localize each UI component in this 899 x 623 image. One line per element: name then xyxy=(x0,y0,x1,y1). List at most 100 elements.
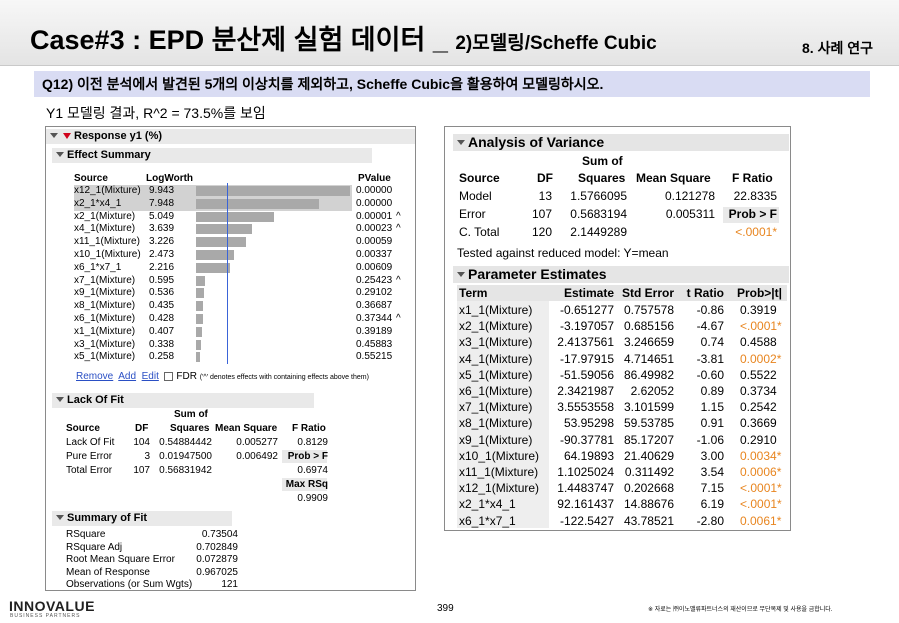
effect-source[interactable]: x6_1(Mixture) xyxy=(74,313,136,324)
anova-df: 13 xyxy=(538,189,552,203)
disclosure-icon[interactable] xyxy=(457,272,465,278)
remove-link[interactable]: Remove xyxy=(76,371,114,382)
effect-summary-header[interactable]: Effect Summary xyxy=(52,148,372,163)
lof-source: Lack Of Fit xyxy=(66,437,115,448)
question-bar: Q12) 이전 분석에서 발견된 5개의 이상치를 제외하고, Scheffe … xyxy=(34,71,870,97)
add-link[interactable]: Add xyxy=(118,371,137,382)
param-estimate: -17.97915 xyxy=(559,351,614,366)
lack-of-fit-header[interactable]: Lack Of Fit xyxy=(52,393,314,408)
effect-pvalue: 0.00059 xyxy=(356,236,393,248)
fdr-checkbox[interactable] xyxy=(164,371,174,381)
param-tratio: 0.91 xyxy=(700,416,724,431)
sof-label: RSquare Adj xyxy=(66,541,123,553)
effect-source[interactable]: x6_1*x7_1 xyxy=(74,261,122,273)
param-stderr: 0.202668 xyxy=(623,481,674,496)
param-term: x3_1(Mixture) xyxy=(459,335,533,350)
anova-df: 120 xyxy=(531,225,552,239)
param-tratio: 7.15 xyxy=(700,481,724,496)
sof-value: 0.072879 xyxy=(196,554,238,565)
param-tratio: 1.15 xyxy=(700,400,724,415)
es-col-source: Source xyxy=(74,173,108,184)
edit-link[interactable]: Edit xyxy=(141,371,159,382)
lof-fratio: 0.6974 xyxy=(297,465,328,476)
effect-logworth: 0.258 xyxy=(149,351,175,363)
lof-fratio: 0.8129 xyxy=(297,437,328,448)
section-tag: 8. 사례 연구 xyxy=(802,40,873,56)
param-estimate: 3.5553558 xyxy=(557,400,614,415)
effect-flag: ^ xyxy=(396,274,401,286)
logworth-bar xyxy=(196,262,231,273)
effect-logworth: 0.595 xyxy=(149,274,175,286)
effect-logworth: 0.407 xyxy=(149,325,175,337)
max-rsq-value: 0.9909 xyxy=(297,493,328,504)
effect-pvalue: 0.37344 xyxy=(356,313,393,324)
anova-ss: 1.5766095 xyxy=(570,189,627,203)
sof-value: 0.73504 xyxy=(201,529,238,540)
sof-label: Observations (or Sum Wgts) xyxy=(66,579,193,590)
effect-source[interactable]: x4_1(Mixture) xyxy=(74,223,136,235)
logworth-bar xyxy=(196,198,320,209)
effect-source[interactable]: x12_1(Mixture) xyxy=(74,185,141,196)
effect-pvalue: 0.00000 xyxy=(356,185,393,196)
summary-of-fit-header[interactable]: Summary of Fit xyxy=(52,511,232,526)
result-note: Y1 모델링 결과, R^2 = 73.5%를 보임 xyxy=(46,105,266,121)
anova-ss: 0.5683194 xyxy=(570,207,627,221)
param-stderr: 4.714651 xyxy=(623,351,674,366)
anova-ms: 0.121278 xyxy=(664,189,715,203)
effect-logworth: 0.338 xyxy=(149,338,175,350)
max-rsq-label: Max RSq xyxy=(285,479,328,490)
disclosure-icon[interactable] xyxy=(56,397,64,403)
disclosure-icon[interactable] xyxy=(56,152,64,158)
lof-df: 104 xyxy=(133,437,150,448)
response-outline-header[interactable]: Response y1 (%) xyxy=(46,129,415,144)
param-prob: 0.2542 xyxy=(740,400,777,415)
effect-pvalue: 0.36687 xyxy=(356,300,393,312)
param-estimate: -90.37781 xyxy=(559,432,614,447)
effect-source[interactable]: x3_1(Mixture) xyxy=(74,338,136,350)
anova-source: C. Total xyxy=(459,225,500,239)
effect-flag: ^ xyxy=(396,223,401,235)
lof-ss: 0.54884442 xyxy=(159,437,212,448)
param-tratio: -2.80 xyxy=(696,513,724,528)
logworth-bar xyxy=(196,250,235,260)
red-triangle-menu-icon[interactable] xyxy=(63,132,71,139)
jmp-report-right: Analysis of Variance Sum of Source DF Sq… xyxy=(444,126,791,531)
disclosure-icon[interactable] xyxy=(50,133,58,139)
param-estimate: -3.197057 xyxy=(559,319,614,334)
effect-source[interactable]: x7_1(Mixture) xyxy=(74,274,136,286)
effect-source[interactable]: x8_1(Mixture) xyxy=(74,300,136,312)
anova-h-source: Source xyxy=(459,171,500,185)
company-logo: INNOVALUE xyxy=(9,598,95,614)
logworth-bar xyxy=(196,326,203,337)
param-estimates-header[interactable]: Parameter Estimates xyxy=(453,266,789,283)
lof-ss: 0.01947500 xyxy=(159,451,212,462)
es-col-logworth: LogWorth xyxy=(146,173,194,184)
disclosure-icon[interactable] xyxy=(457,140,465,146)
effect-source[interactable]: x2_1*x4_1 xyxy=(74,197,122,209)
logworth-bar xyxy=(196,288,205,299)
fdr-label: FDR xyxy=(176,371,197,382)
anova-source: Model xyxy=(459,189,492,203)
anova-header[interactable]: Analysis of Variance xyxy=(453,134,789,151)
effect-summary-title: Effect Summary xyxy=(67,149,151,161)
lof-ss: 0.56831942 xyxy=(159,465,212,476)
effect-source[interactable]: x5_1(Mixture) xyxy=(74,351,136,363)
param-term: x11_1(Mixture) xyxy=(459,465,539,479)
effect-pvalue: 0.29102 xyxy=(356,287,393,299)
lof-h-mean-square: Mean Square xyxy=(215,423,278,434)
effect-source[interactable]: x11_1(Mixture) xyxy=(74,236,140,248)
anova-h-df: DF xyxy=(537,171,553,185)
effect-source[interactable]: x1_1(Mixture) xyxy=(74,325,136,337)
param-prob: <.0001* xyxy=(740,497,782,512)
lof-h-fratio: F Ratio xyxy=(292,423,326,434)
effect-source[interactable]: x9_1(Mixture) xyxy=(74,287,136,299)
logworth-bar xyxy=(196,275,206,286)
logworth-bar xyxy=(196,314,203,324)
param-stderr: 0.757578 xyxy=(623,303,674,317)
disclosure-icon[interactable] xyxy=(56,515,64,521)
effect-source[interactable]: x10_1(Mixture) xyxy=(74,249,141,260)
effect-source[interactable]: x2_1(Mixture) xyxy=(74,210,136,222)
param-prob: 0.3734 xyxy=(740,384,777,398)
logworth-bar xyxy=(196,186,351,196)
param-tratio: -0.60 xyxy=(696,367,724,382)
